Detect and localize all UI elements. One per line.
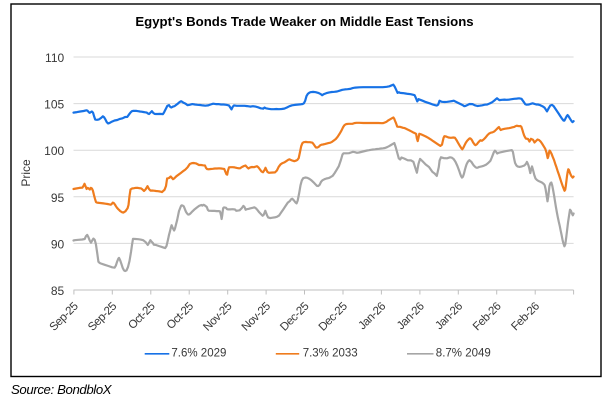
svg-text:7.6% 2029: 7.6% 2029 <box>171 347 226 359</box>
svg-text:95: 95 <box>51 191 65 205</box>
svg-text:110: 110 <box>45 51 64 65</box>
svg-text:Egypt's Bonds Trade Weaker on: Egypt's Bonds Trade Weaker on Middle Eas… <box>135 14 473 29</box>
svg-text:105: 105 <box>44 98 64 112</box>
svg-text:Price: Price <box>19 159 33 187</box>
svg-text:90: 90 <box>51 237 65 251</box>
svg-text:100: 100 <box>44 144 64 158</box>
svg-text:7.3% 2033: 7.3% 2033 <box>303 347 358 359</box>
svg-text:8.7% 2049: 8.7% 2049 <box>436 347 491 359</box>
svg-text:Source: BondbloX: Source: BondbloX <box>11 382 113 397</box>
svg-text:85: 85 <box>51 284 65 298</box>
